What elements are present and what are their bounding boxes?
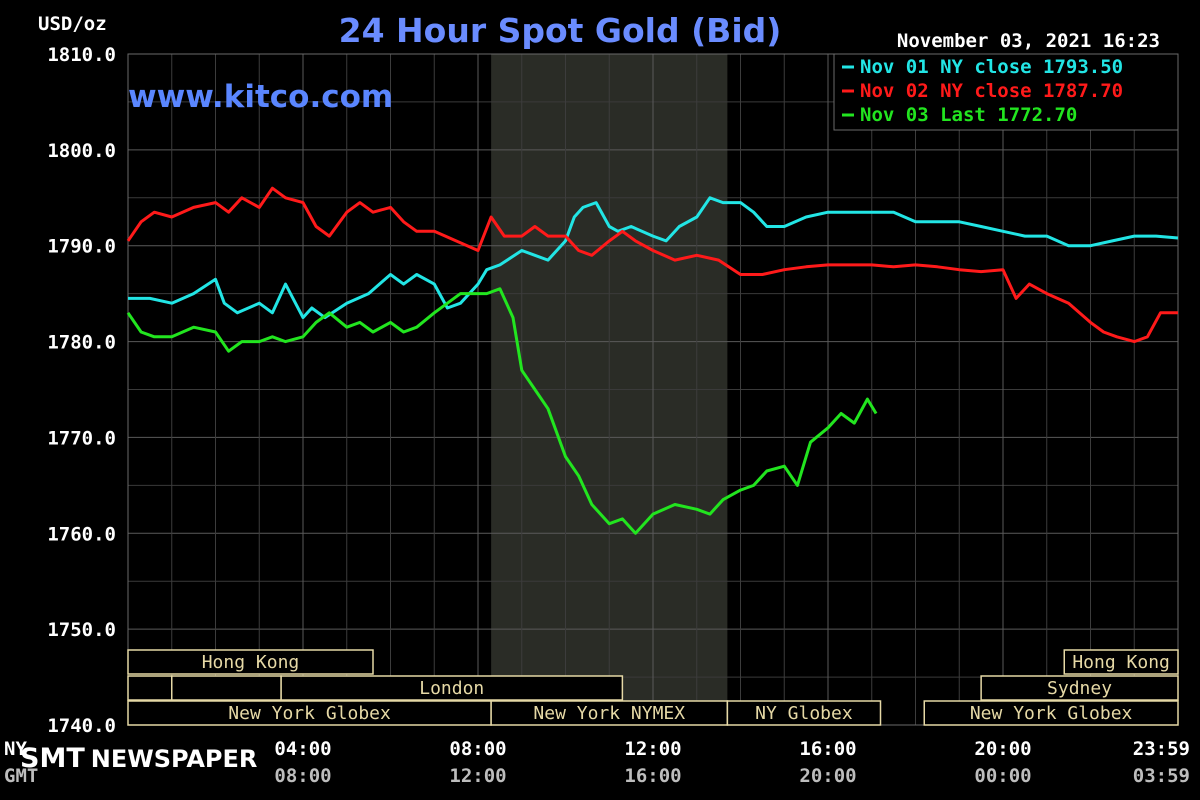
session-bar: [127, 675, 173, 701]
legend-entry: Nov 03 Last 1772.70: [860, 104, 1077, 126]
x-tick-label-bottom: 12:00: [449, 765, 506, 787]
y-tick-label: 1770.0: [47, 427, 116, 449]
x-tick-label-top: 23:59: [1133, 738, 1190, 760]
brand-rest: NEWSPAPER: [91, 745, 258, 773]
x-tick-label-top: 12:00: [624, 738, 681, 760]
session-bar: New York Globex: [127, 700, 492, 726]
session-bar-box: [171, 675, 282, 701]
legend-box: [833, 53, 1179, 131]
session-bar-label: Hong Kong: [1072, 652, 1170, 673]
session-bar-box: [127, 675, 173, 701]
chart-title: 24 Hour Spot Gold (Bid): [339, 11, 782, 50]
session-bar-box: [923, 700, 1179, 726]
timestamp: November 03, 2021 16:23: [897, 30, 1160, 52]
session-bar-label: Sydney: [1047, 678, 1112, 699]
session-bar: Sydney: [980, 675, 1179, 701]
session-bar-box: [280, 675, 624, 701]
x-tick-label-bottom: 08:00: [274, 765, 331, 787]
x-tick-label-top: 08:00: [449, 738, 506, 760]
session-bar: New York Globex: [923, 700, 1179, 726]
y-tick-label: 1740.0: [47, 715, 116, 737]
x-tick-label-top: 04:00: [274, 738, 331, 760]
legend-entry: Nov 01 NY close 1793.50: [860, 56, 1123, 78]
x-tick-label-top: 20:00: [974, 738, 1031, 760]
session-bar-box: [1063, 649, 1179, 675]
session-bar-label: New York Globex: [970, 703, 1133, 724]
session-bar-box: [980, 675, 1179, 701]
session-bar: [171, 675, 282, 701]
session-bar-label: New York Globex: [228, 703, 391, 724]
x-tick-label-bottom: 20:00: [799, 765, 856, 787]
session-bar: New York NYMEX: [490, 700, 729, 726]
y-tick-label: 1780.0: [47, 332, 116, 354]
brand-strong: SMT: [20, 743, 85, 774]
session-bar: Hong Kong: [127, 649, 374, 675]
session-bar: London: [280, 675, 624, 701]
series-line-1: [128, 196, 1179, 320]
y-tick-label: 1760.0: [47, 523, 116, 545]
y-tick-label: 1800.0: [47, 140, 116, 162]
series-line-3: [126, 287, 878, 535]
series-line-2: [126, 186, 1178, 344]
y-tick-label: 1750.0: [47, 619, 116, 641]
footer-brand: SMT NEWSPAPER: [20, 743, 257, 774]
x-row-label-top: NY: [4, 738, 27, 760]
legend-entry: Nov 02 NY close 1787.70: [860, 80, 1123, 102]
y-tick-label: 1790.0: [47, 236, 116, 258]
session-bar-box: [726, 700, 882, 726]
x-tick-label-bottom: 00:00: [974, 765, 1031, 787]
session-bar-label: London: [419, 678, 484, 699]
session-bar-label: Hong Kong: [202, 652, 300, 673]
x-tick-label-top: 16:00: [799, 738, 856, 760]
watermark-url: www.kitco.com: [128, 79, 393, 115]
y-tick-label: 1810.0: [47, 44, 116, 66]
y-axis-unit-label: USD/oz: [38, 13, 107, 35]
session-bar: Hong Kong: [1063, 649, 1179, 675]
x-tick-label-bottom: 16:00: [624, 765, 681, 787]
session-bar-label: New York NYMEX: [533, 703, 685, 724]
x-tick-label-bottom: 03:59: [1133, 765, 1190, 787]
session-bar-box: [127, 649, 374, 675]
session-bar: NY Globex: [726, 700, 882, 726]
session-bar-label: NY Globex: [755, 703, 853, 724]
x-row-label-bottom: GMT: [4, 765, 38, 787]
